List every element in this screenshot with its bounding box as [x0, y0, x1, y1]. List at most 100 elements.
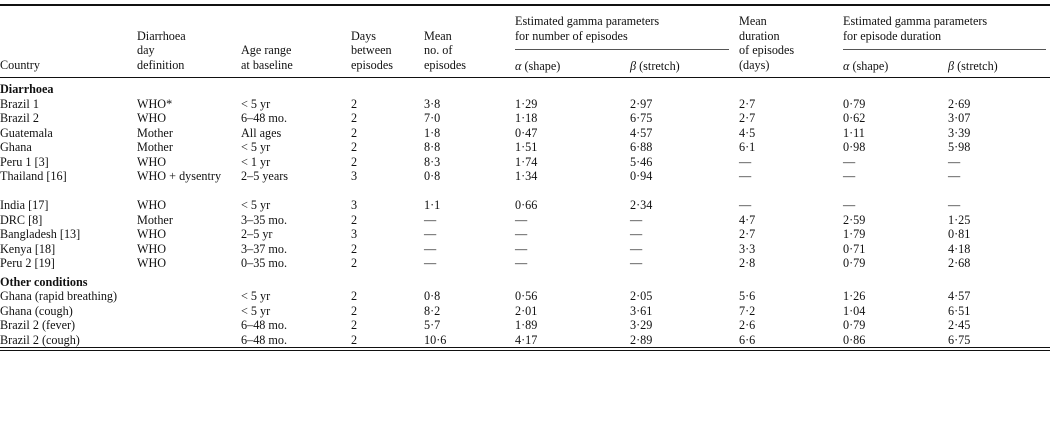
- header-duration-line: Mean: [739, 14, 767, 28]
- beta-symbol: β: [948, 58, 955, 73]
- cell-beta-episodes: —: [630, 227, 643, 241]
- table-row: Bangladesh [13] WHO 2–5 yr 3 — — — 2·7 1·79 0·81: [0, 227, 1050, 242]
- cell-beta-duration: 2·69: [948, 96, 971, 111]
- table-body: Diarrhoea Brazil 1 WHO* < 5 yr 2 3·8 1·29 2·97 2…: [0, 78, 1050, 348]
- header-gamma-duration: Estimated gamma parameters for episode d…: [843, 9, 1050, 56]
- header-mean-line: no. of: [424, 43, 453, 57]
- beta-text: (stretch): [954, 58, 998, 73]
- cell-definition: WHO: [137, 198, 167, 212]
- header-definition-line: definition: [137, 57, 185, 72]
- cell-alpha-episodes: —: [515, 241, 528, 256]
- cell-alpha-duration: 2·59: [843, 212, 866, 227]
- cell-alpha-episodes: 2·01: [515, 303, 538, 318]
- alpha-text: (shape): [849, 58, 889, 73]
- cell-country: India [17]: [0, 198, 49, 212]
- cell-definition: [137, 333, 241, 348]
- table-row: India [17] WHO < 5 yr 3 1·1 0·66 2·34 — — —: [0, 198, 1050, 213]
- cell-age-range: < 5 yr: [241, 140, 271, 154]
- gamma-parameters-table: Country Diarrhoea day definition Age ran…: [0, 4, 1050, 351]
- cell-beta-duration: 3·07: [948, 111, 971, 125]
- cell-beta-episodes: —: [630, 241, 643, 256]
- cell-age-range: < 5 yr: [241, 198, 271, 212]
- cell-mean-duration: 2·7: [739, 96, 756, 111]
- cell-mean-duration: —: [739, 198, 752, 212]
- cell-definition: WHO + dysentry: [137, 169, 222, 183]
- cell-mean-episodes: —: [424, 256, 437, 270]
- cell-beta-duration: 5·98: [948, 140, 971, 154]
- header-mean-duration: Mean duration of episodes (days): [739, 9, 843, 77]
- cell-alpha-episodes: 1·51: [515, 140, 538, 154]
- cell-country: Kenya [18]: [0, 241, 56, 256]
- cell-mean-duration: 2·7: [739, 111, 756, 125]
- cell-beta-episodes: 3·61: [630, 303, 653, 318]
- header-rule: [0, 77, 1050, 78]
- header-mean-line: Mean: [424, 28, 452, 43]
- table-row: Ghana (rapid breathing) < 5 yr 2 0·8 0·56 2·0…: [0, 289, 1050, 304]
- header-gamma-duration-line: for episode duration: [843, 28, 942, 43]
- cell-mean-episodes: 7·0: [424, 111, 441, 125]
- cell-days-between: 2: [351, 212, 358, 227]
- alpha-text: (shape): [521, 58, 561, 73]
- section-header-row: Diarrhoea: [0, 78, 1050, 97]
- cell-beta-episodes: 0·94: [630, 169, 653, 183]
- cell-mean-duration: 6·6: [739, 332, 756, 347]
- cell-days-between: 2: [351, 303, 358, 318]
- cell-alpha-episodes: 4·17: [515, 332, 538, 347]
- cell-days-between: 2: [351, 289, 358, 303]
- cell-country: Ghana: [0, 140, 32, 154]
- cell-beta-episodes: 3·29: [630, 318, 653, 332]
- cell-alpha-duration: —: [843, 169, 856, 183]
- cell-beta-episodes: 6·88: [630, 140, 653, 154]
- cell-beta-episodes: —: [630, 212, 643, 227]
- header-definition-line: day: [137, 43, 155, 57]
- section-title: Other conditions: [0, 274, 88, 289]
- header-days-between: Days between episodes: [351, 9, 424, 77]
- header-beta-duration: β (stretch): [948, 56, 1050, 77]
- cell-mean-episodes: 0·8: [424, 169, 441, 183]
- cell-age-range: 0–35 mo.: [241, 256, 288, 270]
- cell-mean-duration: 2·6: [739, 318, 756, 332]
- cell-mean-episodes: 8·2: [424, 303, 441, 318]
- cell-definition: [137, 318, 241, 333]
- cell-country: Peru 1 [3]: [0, 154, 49, 169]
- cell-alpha-duration: 0·98: [843, 140, 866, 154]
- cell-mean-episodes: 0·8: [424, 289, 441, 303]
- cell-days-between: 2: [351, 154, 358, 169]
- cell-age-range: 2–5 years: [241, 169, 289, 183]
- cell-mean-episodes: 10·6: [424, 332, 447, 347]
- cell-alpha-duration: 0·79: [843, 318, 866, 332]
- cell-beta-duration: —: [948, 169, 961, 183]
- cell-mean-episodes: 5·7: [424, 318, 441, 332]
- cell-alpha-episodes: 0·56: [515, 289, 538, 303]
- cell-definition: [137, 304, 241, 319]
- cell-beta-episodes: 2·05: [630, 289, 653, 303]
- header-alpha-duration: α (shape): [843, 56, 948, 77]
- header-age-line: Age range: [241, 43, 292, 57]
- alpha-symbol: α: [515, 58, 522, 73]
- cell-age-range: < 5 yr: [241, 96, 271, 111]
- cell-definition: WHO: [137, 227, 167, 241]
- cell-mean-duration: —: [739, 169, 752, 183]
- cell-beta-episodes: 2·97: [630, 96, 653, 111]
- bottom-rule: [0, 347, 1050, 351]
- cell-age-range: < 1 yr: [241, 154, 271, 169]
- cell-beta-duration: —: [948, 198, 961, 212]
- cell-alpha-episodes: 1·29: [515, 96, 538, 111]
- cell-days-between: 2: [351, 332, 358, 347]
- cell-country: Brazil 2: [0, 111, 39, 125]
- cell-days-between: 2: [351, 256, 358, 270]
- cell-definition: Mother: [137, 140, 173, 154]
- cell-beta-duration: 3·39: [948, 125, 971, 140]
- cell-mean-duration: 3·3: [739, 241, 756, 256]
- cell-beta-episodes: 4·57: [630, 125, 653, 140]
- cell-mean-duration: 6·1: [739, 140, 756, 154]
- cell-beta-duration: 6·51: [948, 303, 971, 318]
- cell-beta-episodes: 5·46: [630, 154, 653, 169]
- cell-mean-episodes: 3·8: [424, 96, 441, 111]
- cell-days-between: 3: [351, 198, 358, 212]
- cell-alpha-episodes: 1·18: [515, 111, 538, 125]
- cell-alpha-episodes: —: [515, 212, 528, 227]
- section-header-row: Other conditions: [0, 271, 1050, 290]
- cell-mean-episodes: 8·8: [424, 140, 441, 154]
- cell-alpha-episodes: 1·74: [515, 154, 538, 169]
